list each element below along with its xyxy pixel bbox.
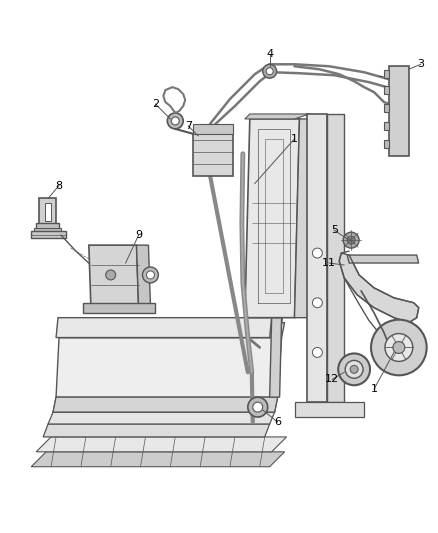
Polygon shape: [48, 412, 275, 424]
Polygon shape: [245, 119, 300, 318]
Polygon shape: [389, 66, 409, 156]
Polygon shape: [339, 253, 419, 322]
Circle shape: [393, 342, 405, 353]
Polygon shape: [34, 228, 61, 235]
Circle shape: [312, 298, 322, 308]
Polygon shape: [327, 114, 344, 402]
Circle shape: [266, 68, 273, 75]
Polygon shape: [53, 397, 278, 412]
Text: 8: 8: [56, 181, 63, 190]
Polygon shape: [31, 231, 66, 238]
Polygon shape: [193, 134, 233, 175]
Circle shape: [253, 402, 263, 412]
Text: 5: 5: [331, 225, 338, 235]
Circle shape: [171, 117, 179, 125]
Circle shape: [338, 353, 370, 385]
Polygon shape: [89, 245, 138, 305]
Text: 9: 9: [135, 230, 142, 240]
Text: 12: 12: [325, 374, 339, 384]
Polygon shape: [307, 114, 327, 402]
Polygon shape: [270, 318, 282, 397]
Polygon shape: [59, 322, 285, 337]
Text: 7: 7: [185, 121, 192, 131]
Polygon shape: [294, 119, 314, 318]
Circle shape: [347, 236, 355, 244]
Polygon shape: [83, 303, 155, 313]
Polygon shape: [45, 204, 51, 221]
Circle shape: [146, 271, 155, 279]
Circle shape: [371, 320, 427, 375]
Text: 2: 2: [152, 99, 159, 109]
Polygon shape: [53, 397, 278, 412]
Text: 3: 3: [417, 59, 424, 69]
Circle shape: [343, 232, 359, 248]
Polygon shape: [39, 198, 56, 225]
Polygon shape: [36, 223, 59, 230]
Circle shape: [350, 365, 358, 373]
Polygon shape: [384, 70, 389, 78]
Circle shape: [312, 248, 322, 258]
Circle shape: [345, 360, 363, 378]
Polygon shape: [294, 402, 364, 417]
Circle shape: [248, 397, 268, 417]
Circle shape: [167, 113, 183, 129]
Polygon shape: [31, 452, 285, 467]
Polygon shape: [36, 437, 286, 452]
Text: 1: 1: [291, 134, 298, 144]
Polygon shape: [384, 86, 389, 94]
Text: 11: 11: [322, 258, 336, 268]
Polygon shape: [384, 122, 389, 130]
Polygon shape: [384, 104, 389, 112]
Circle shape: [142, 267, 159, 283]
Circle shape: [106, 270, 116, 280]
Circle shape: [263, 64, 277, 78]
Text: 6: 6: [274, 417, 281, 427]
Polygon shape: [43, 424, 270, 437]
Polygon shape: [56, 337, 282, 397]
Polygon shape: [347, 255, 419, 263]
Circle shape: [385, 334, 413, 361]
Polygon shape: [137, 245, 150, 305]
Polygon shape: [61, 318, 283, 337]
Polygon shape: [384, 140, 389, 148]
Circle shape: [312, 348, 322, 358]
Polygon shape: [56, 318, 272, 337]
Text: 4: 4: [266, 50, 273, 59]
Text: 1: 1: [371, 384, 378, 394]
Polygon shape: [193, 124, 233, 134]
Polygon shape: [245, 114, 309, 119]
